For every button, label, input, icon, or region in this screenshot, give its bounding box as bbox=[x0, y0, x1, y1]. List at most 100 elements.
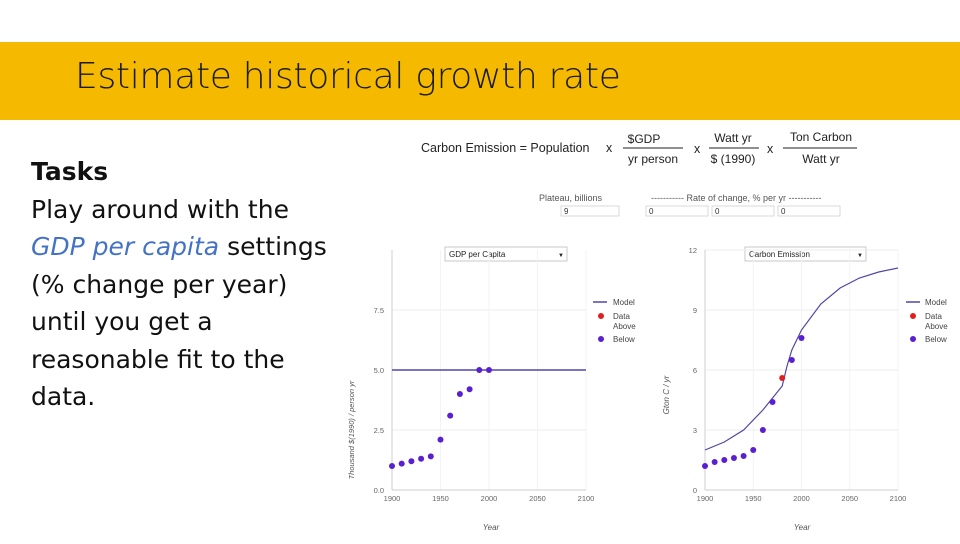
chevron-down-icon: ▼ bbox=[558, 253, 564, 259]
tasks-panel: Tasks Play around with the GDP per capit… bbox=[31, 153, 331, 416]
right-x-tick-label: 2100 bbox=[890, 494, 907, 503]
right-below-point bbox=[711, 459, 718, 465]
left-x-tick-label: 2100 bbox=[578, 494, 595, 503]
rate-input-energy[interactable] bbox=[711, 205, 775, 217]
left-select-box[interactable] bbox=[444, 246, 568, 262]
right-chart-select[interactable]: Carbon Emission ▼ bbox=[744, 246, 867, 262]
right-y-axis-label: Gton C / yr bbox=[662, 375, 671, 414]
legend-below-label: Below bbox=[613, 335, 635, 344]
left-below-point bbox=[398, 460, 405, 467]
right-below-point bbox=[759, 427, 766, 433]
left-below-point bbox=[408, 458, 415, 465]
right-x-axis-label: Year bbox=[794, 523, 811, 532]
right-below-point bbox=[740, 453, 747, 459]
tasks-text-1: Play around with the bbox=[31, 194, 289, 224]
slide-title: Estimate historical growth rate bbox=[75, 56, 621, 97]
right-below-point bbox=[730, 455, 737, 461]
right-legend: Model Data Above Below bbox=[906, 298, 948, 344]
app-canvas: Carbon Emission = Population x $GDP yr p… bbox=[347, 130, 948, 532]
right-below-point bbox=[798, 335, 805, 341]
equation: Carbon Emission = Population x $GDP yr p… bbox=[421, 130, 857, 166]
left-below-point bbox=[447, 412, 454, 419]
rate-value-carbon: 0 bbox=[781, 207, 786, 216]
right-chart-points bbox=[702, 335, 805, 469]
right-below-point bbox=[721, 457, 728, 463]
legend-data-label: Data bbox=[925, 312, 942, 321]
left-y-tick-label: 0.0 bbox=[374, 486, 384, 495]
right-below-point bbox=[702, 463, 708, 469]
equation-times-2: x bbox=[694, 142, 701, 156]
legend-model-label: Model bbox=[925, 298, 947, 307]
right-below-point bbox=[769, 399, 776, 405]
tasks-heading: Tasks bbox=[31, 157, 109, 186]
left-x-axis-label: Year bbox=[483, 523, 500, 532]
equation-lhs: Carbon Emission = Population bbox=[421, 141, 590, 155]
legend-model-label: Model bbox=[613, 298, 635, 307]
controls: Plateau, billions 9 ----------- Rate of … bbox=[539, 193, 841, 217]
right-x-tick-label: 1950 bbox=[745, 494, 762, 503]
left-select-value: GDP per Capita bbox=[449, 250, 506, 259]
legend-below-label: Below bbox=[925, 335, 947, 344]
rate-value-gdp: 0 bbox=[649, 207, 654, 216]
legend-data-swatch bbox=[598, 313, 604, 319]
rate-input-carbon[interactable] bbox=[777, 205, 841, 217]
right-y-tick-label: 3 bbox=[693, 426, 697, 435]
right-y-tick-label: 12 bbox=[689, 246, 697, 255]
equation-times-3: x bbox=[767, 142, 774, 156]
left-chart-select[interactable]: GDP per Capita ▼ bbox=[444, 246, 568, 262]
left-below-point bbox=[486, 367, 492, 373]
left-x-tick-label: 1900 bbox=[384, 494, 401, 503]
tasks-body: Play around with the GDP per capita sett… bbox=[31, 191, 331, 416]
title-banner bbox=[0, 42, 960, 120]
left-legend: Model Data Above Below bbox=[593, 298, 636, 344]
rate-label: ----------- Rate of change, % per yr ---… bbox=[651, 193, 822, 203]
right-below-point bbox=[788, 357, 795, 363]
right-chart-gridlines bbox=[704, 249, 899, 491]
equation-times-1: x bbox=[606, 141, 613, 155]
left-below-point bbox=[466, 386, 473, 393]
left-below-point bbox=[437, 436, 444, 443]
left-y-tick-label: 5.0 bbox=[374, 366, 384, 375]
plateau-label: Plateau, billions bbox=[539, 193, 603, 203]
right-x-tick-label: 2000 bbox=[793, 494, 810, 503]
left-chart-points bbox=[389, 367, 492, 469]
factor-3-numerator: Ton Carbon bbox=[790, 130, 852, 144]
rate-input-gdp[interactable] bbox=[645, 205, 709, 217]
tasks-highlight: GDP per capita bbox=[31, 232, 220, 261]
left-below-point bbox=[389, 463, 395, 469]
tasks-text-2: settings (% change per year) until you g… bbox=[31, 232, 327, 411]
right-chart-ticks: 0 3 6 9 12 1900 1950 2000 2050 2100 bbox=[689, 246, 907, 503]
right-select-value: Carbon Emission bbox=[749, 250, 810, 259]
plateau-value: 9 bbox=[564, 207, 569, 216]
left-chart-ticks: 0.0 2.5 5.0 7.5 1900 1950 2000 2050 2100 bbox=[374, 306, 595, 503]
legend-above-label: Above bbox=[613, 322, 636, 331]
factor-2-numerator: Watt yr bbox=[714, 131, 752, 145]
right-below-point bbox=[750, 447, 757, 453]
right-y-tick-label: 9 bbox=[693, 306, 697, 315]
factor-1-numerator: $GDP bbox=[628, 132, 661, 146]
legend-data-swatch bbox=[910, 313, 916, 319]
left-y-tick-label: 7.5 bbox=[374, 306, 384, 315]
left-below-point bbox=[418, 455, 425, 462]
right-model-line bbox=[704, 267, 899, 451]
right-x-tick-label: 2050 bbox=[841, 494, 858, 503]
rate-value-energy: 0 bbox=[715, 207, 720, 216]
right-y-tick-label: 6 bbox=[693, 366, 697, 375]
left-x-tick-label: 2000 bbox=[481, 494, 498, 503]
plateau-input[interactable] bbox=[560, 205, 620, 217]
gdp-per-capita-chart: 0.0 2.5 5.0 7.5 1900 1950 2000 2050 2100 Year Th… bbox=[347, 250, 594, 532]
legend-data-label: Data bbox=[613, 312, 630, 321]
left-y-tick-label: 2.5 bbox=[374, 426, 384, 435]
carbon-emission-chart: 0 3 6 9 12 1900 1950 2000 2050 2100 Year Gton C /… bbox=[662, 246, 906, 532]
right-x-tick-label: 1900 bbox=[697, 494, 714, 503]
chevron-down-icon: ▼ bbox=[857, 253, 863, 259]
legend-below-swatch bbox=[598, 336, 604, 342]
legend-above-label: Above bbox=[925, 322, 948, 331]
right-data-point bbox=[779, 375, 786, 381]
left-x-tick-label: 2050 bbox=[529, 494, 546, 503]
factor-3-denominator: Watt yr bbox=[802, 152, 840, 166]
factor-2-denominator: $ (1990) bbox=[711, 152, 756, 166]
embedded-app-screenshot: Carbon Emission = Population x $GDP yr p… bbox=[341, 120, 960, 540]
left-below-point bbox=[427, 453, 434, 460]
left-x-tick-label: 1950 bbox=[432, 494, 449, 503]
